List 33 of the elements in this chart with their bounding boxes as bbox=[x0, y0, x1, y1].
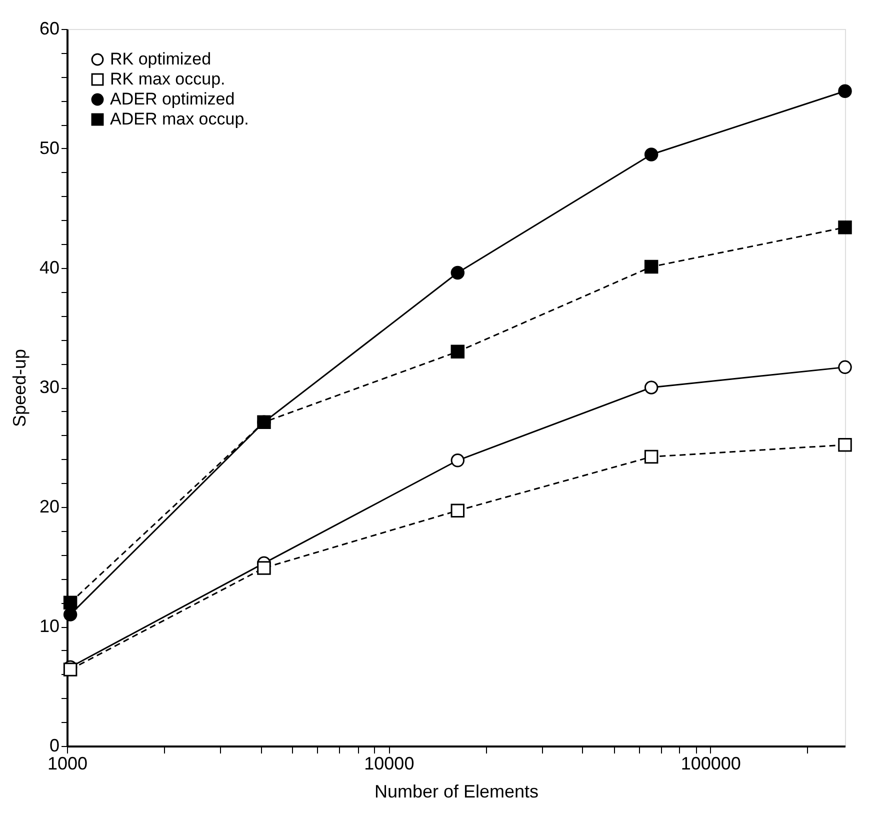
point bbox=[450, 504, 465, 518]
y-tick-label: 20 bbox=[39, 496, 60, 516]
y-tick-label: 0 bbox=[49, 736, 60, 756]
x-tick-label: 1000 bbox=[47, 754, 88, 774]
point bbox=[450, 344, 465, 359]
point bbox=[450, 266, 465, 280]
y-axis-title: Speed-up bbox=[9, 348, 30, 428]
y-tick-label: 30 bbox=[39, 377, 60, 397]
y-tick-label: 50 bbox=[39, 138, 60, 158]
point bbox=[257, 415, 271, 430]
point bbox=[63, 596, 78, 610]
legend-label: ADER optimized bbox=[110, 90, 235, 108]
point bbox=[838, 84, 852, 98]
point bbox=[257, 561, 271, 575]
point bbox=[63, 608, 78, 622]
point bbox=[838, 220, 852, 234]
point bbox=[644, 260, 658, 274]
y-tick-label: 10 bbox=[39, 616, 60, 636]
y-tick-label: 60 bbox=[39, 18, 60, 38]
x-tick-label: 10000 bbox=[364, 754, 414, 774]
point bbox=[644, 450, 658, 464]
legend-label: ADER max occup. bbox=[110, 110, 249, 128]
point bbox=[450, 454, 465, 468]
point bbox=[63, 662, 78, 676]
x-axis-title: Number of Elements bbox=[374, 782, 539, 802]
legend-label: RK optimized bbox=[110, 50, 212, 68]
y-tick-label: 40 bbox=[39, 258, 60, 278]
point bbox=[644, 380, 658, 394]
point bbox=[838, 438, 852, 452]
legend-label: RK max occup. bbox=[110, 70, 226, 88]
point bbox=[838, 360, 852, 374]
point bbox=[644, 148, 658, 162]
x-tick-label: 100000 bbox=[680, 754, 741, 774]
